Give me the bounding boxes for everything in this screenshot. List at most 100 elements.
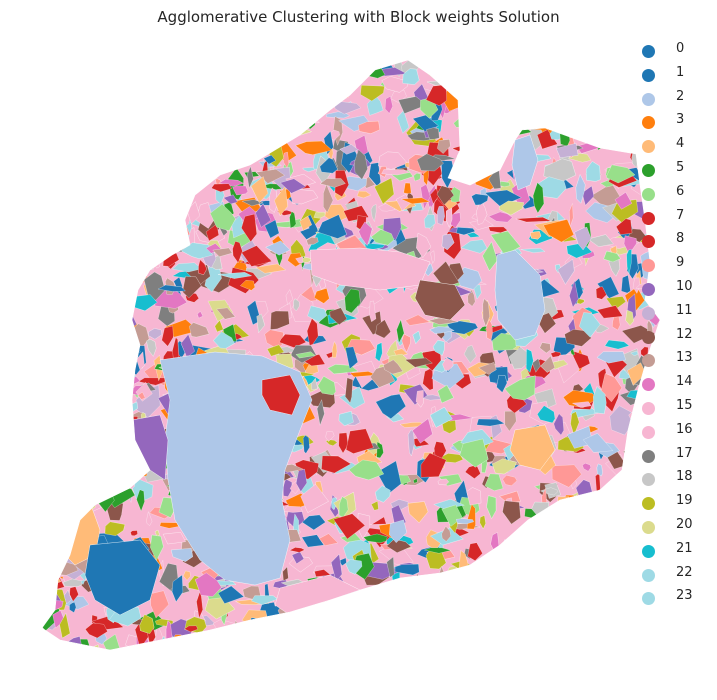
map-block	[588, 567, 611, 588]
map-block	[556, 143, 579, 158]
map-block	[48, 125, 77, 153]
map-block	[486, 618, 520, 643]
map-block	[379, 581, 395, 615]
map-block	[330, 64, 361, 89]
map-block	[54, 519, 65, 548]
map-block	[396, 194, 411, 212]
map-block	[107, 364, 121, 385]
map-block	[358, 221, 373, 246]
map-block	[212, 631, 241, 648]
map-block	[91, 253, 118, 260]
map-block	[496, 84, 510, 109]
map-block	[626, 637, 654, 645]
map-block	[504, 612, 510, 621]
map-block	[652, 370, 660, 381]
map-block	[422, 367, 434, 391]
map-block	[183, 105, 211, 124]
map-block	[514, 645, 537, 650]
map-block	[514, 62, 540, 74]
legend-marker-icon	[642, 425, 655, 439]
map-block	[108, 259, 127, 270]
map-block	[136, 489, 145, 512]
map-block	[412, 330, 421, 344]
map-block	[627, 511, 643, 540]
map-block	[85, 257, 93, 268]
map-block	[87, 60, 124, 90]
map-block	[660, 58, 672, 82]
map-block	[48, 499, 58, 514]
map-block	[150, 109, 161, 127]
map-block	[393, 642, 409, 650]
map-block	[511, 60, 527, 88]
map-block	[621, 275, 631, 294]
map-block	[371, 500, 379, 511]
map-block	[57, 201, 77, 221]
map-block	[79, 73, 113, 100]
map-block	[609, 405, 634, 436]
legend-label: 12	[676, 326, 693, 342]
map-block	[360, 85, 385, 102]
map-block	[63, 530, 72, 536]
map-block	[53, 142, 68, 160]
map-block	[42, 126, 57, 135]
map-block	[134, 248, 158, 268]
map-block	[129, 138, 155, 160]
map-block	[538, 69, 568, 76]
map-block	[50, 498, 64, 508]
map-block	[549, 646, 576, 650]
map-block	[394, 563, 420, 576]
map-block	[319, 96, 327, 103]
map-block	[570, 101, 589, 109]
legend-marker-icon	[642, 45, 655, 58]
map-block	[371, 634, 403, 650]
map-block	[473, 134, 488, 159]
map-block	[237, 105, 253, 121]
map-block	[420, 184, 431, 210]
map-block	[576, 579, 594, 587]
map-block	[664, 330, 675, 350]
map-block	[42, 460, 60, 470]
map-block	[500, 544, 511, 567]
map-block	[487, 147, 502, 163]
map-block	[232, 655, 256, 664]
map-block	[285, 112, 320, 125]
map-block	[616, 62, 634, 82]
map-block	[54, 176, 85, 197]
map-block	[296, 92, 329, 118]
map-block	[55, 510, 71, 524]
map-block	[540, 355, 556, 373]
legend-marker-icon	[642, 306, 655, 320]
map-block	[47, 484, 65, 491]
map-block	[74, 344, 93, 356]
map-block	[151, 210, 183, 216]
legend-marker-icon	[642, 401, 655, 415]
map-block	[629, 541, 637, 564]
map-block	[85, 330, 92, 348]
map-block	[385, 593, 406, 620]
map-block	[320, 612, 336, 632]
map-block	[150, 590, 169, 619]
map-block	[332, 341, 338, 358]
map-block	[389, 617, 410, 628]
map-block	[91, 253, 118, 260]
map-block	[420, 644, 430, 650]
map-block	[256, 313, 265, 334]
map-block	[76, 220, 99, 228]
map-block	[42, 79, 59, 101]
map-block	[426, 127, 440, 140]
map-block	[263, 154, 277, 165]
map-block	[213, 331, 235, 349]
map-block	[484, 592, 503, 600]
map-block	[487, 147, 502, 163]
map-block	[230, 652, 239, 664]
map-block	[432, 648, 445, 650]
map-block	[97, 294, 111, 309]
map-block	[78, 112, 89, 136]
map-block	[353, 610, 365, 630]
map-block	[120, 197, 139, 224]
map-block	[109, 139, 123, 152]
map-block	[596, 463, 603, 477]
map-block	[418, 595, 430, 620]
map-block	[85, 622, 108, 639]
map-block	[46, 408, 61, 414]
